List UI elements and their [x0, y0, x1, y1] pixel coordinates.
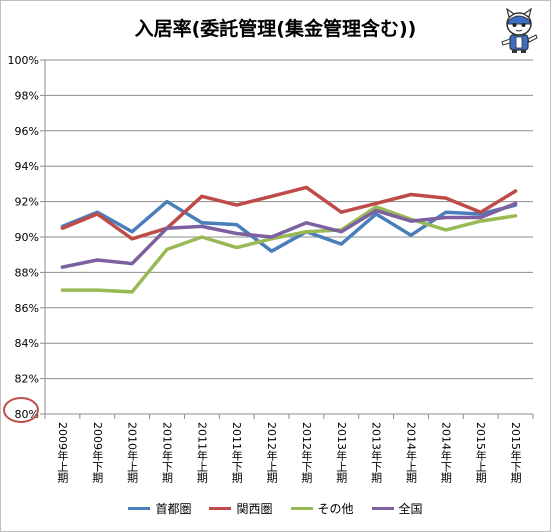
legend-swatch [128, 507, 151, 510]
series-line-2 [60, 205, 518, 294]
legend-item-2: その他 [290, 500, 354, 517]
x-tick-label: 2011年下期 [230, 422, 243, 484]
y-tick-label: 92% [15, 196, 39, 209]
x-tick-label: 2009年上期 [56, 422, 69, 484]
y-tick-label: 100% [8, 54, 39, 67]
x-tick-label: 2009年下期 [91, 422, 104, 484]
y-tick-label: 94% [15, 160, 39, 173]
legend-item-1: 関西圏 [209, 500, 273, 517]
y-tick-labels: 80% 82% 84% 86% 88% 90% 92% 94% 96% 98% 100% [8, 54, 39, 421]
y-tick-label: 80% [15, 408, 39, 421]
series-line-3 [60, 201, 518, 269]
x-tick-label: 2015年上期 [474, 422, 487, 484]
x-tick-label: 2015年下期 [509, 422, 522, 484]
series-line-0 [60, 199, 518, 253]
mascot-icon [501, 8, 538, 53]
x-tick-label: 2012年上期 [265, 422, 278, 484]
y-tick-label: 84% [15, 337, 39, 350]
legend-swatch [209, 507, 232, 510]
legend-swatch [371, 507, 394, 510]
legend: 首都圏 関西圏 その他 全国 [0, 500, 551, 517]
y-tick-label: 96% [15, 125, 39, 138]
ylabel-80-circle-annotation [3, 397, 39, 423]
y-tick-label: 98% [15, 89, 39, 102]
y-tick-label: 88% [15, 266, 39, 279]
y-tick-label: 82% [15, 373, 39, 386]
axes [40, 59, 534, 419]
x-tick-label: 2013年上期 [335, 422, 348, 484]
legend-label: 関西圏 [236, 502, 273, 516]
series-line-1 [60, 185, 518, 241]
chart-title: 入居率(委託管理(集金管理含む)) [134, 18, 417, 40]
y-tick-label: 90% [15, 231, 39, 244]
x-tick-label: 2010年上期 [126, 422, 139, 484]
y-tick-label: 86% [15, 302, 39, 315]
x-tick-label: 2013年下期 [370, 422, 383, 484]
x-tick-label: 2014年下期 [439, 422, 452, 484]
x-tick-label: 2012年下期 [300, 422, 313, 484]
x-tick-label: 2011年上期 [195, 422, 208, 484]
legend-item-0: 首都圏 [128, 500, 191, 517]
x-tick-label: 2014年上期 [405, 422, 418, 484]
x-tick-label: 2010年下期 [161, 422, 174, 484]
series-lines [60, 185, 518, 294]
legend-label: 全国 [398, 502, 423, 516]
legend-item-3: 全国 [371, 500, 423, 517]
legend-swatch [290, 507, 313, 510]
legend-label: その他 [317, 502, 354, 516]
x-tick-labels: 2009年上期 2009年下期 2010年上期 2010年下期 2011年上期 2011年… [56, 422, 522, 484]
legend-label: 首都圏 [155, 502, 192, 516]
